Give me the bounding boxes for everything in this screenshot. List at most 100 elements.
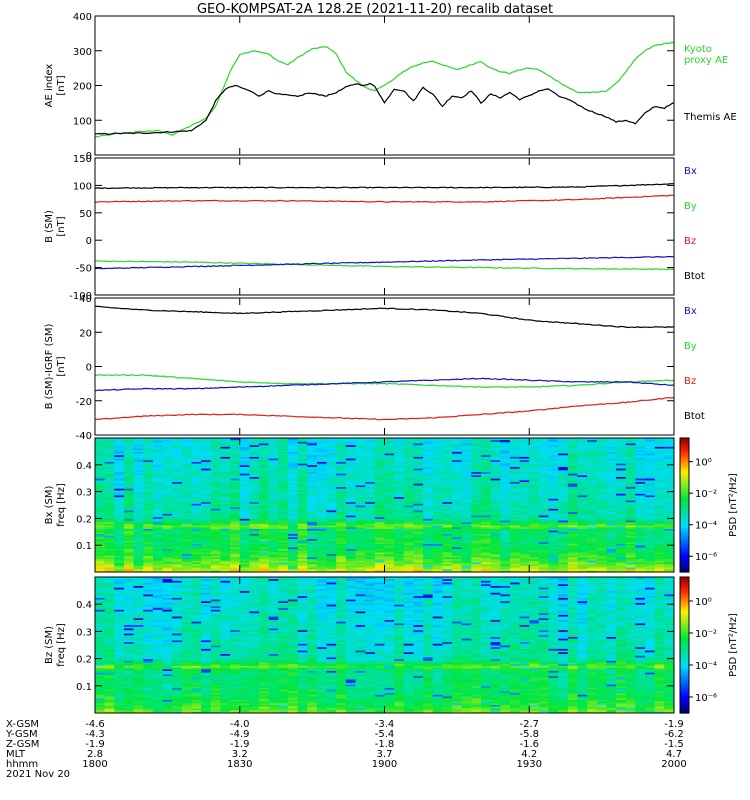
psd-cell <box>143 464 154 467</box>
psd-cell <box>104 444 115 447</box>
psd-cell <box>307 464 318 467</box>
psd-cell <box>152 479 164 483</box>
psd-cell <box>374 483 385 486</box>
psd-cell <box>316 489 328 493</box>
psd-cell <box>461 479 472 483</box>
psd-cell <box>384 535 395 538</box>
psd-cell <box>345 511 357 514</box>
psd-cell <box>394 566 405 570</box>
psd-cell <box>500 516 511 519</box>
psd-cell <box>297 468 308 471</box>
psd-cell <box>432 469 443 472</box>
psd-cell <box>355 546 366 550</box>
psd-cell <box>423 531 434 534</box>
psd-cell <box>123 456 135 459</box>
y-axis-label: B (SM)-IGRF (SM) <box>44 324 55 410</box>
psd-cell <box>201 494 212 498</box>
psd-cell <box>152 476 164 479</box>
psd-cell <box>201 526 212 529</box>
psd-cell <box>403 471 414 474</box>
psd-cell <box>230 508 241 511</box>
psd-cell <box>123 473 135 476</box>
psd-cell <box>316 523 328 526</box>
psd-cell <box>162 438 173 441</box>
psd-cell <box>384 453 395 456</box>
psd-cell <box>394 555 405 558</box>
psd-cell <box>220 488 231 491</box>
psd-cell <box>432 489 443 493</box>
psd-cell <box>297 516 308 519</box>
psd-cell <box>114 446 125 449</box>
psd-cell <box>152 540 164 543</box>
psd-cell <box>365 508 376 511</box>
psd-cell <box>432 501 443 504</box>
psd-cell <box>220 456 231 459</box>
psd-cell <box>172 481 183 484</box>
psd-cell <box>143 523 154 526</box>
psd-cell <box>316 491 328 494</box>
psd-cell <box>95 550 106 553</box>
psd-cell <box>423 496 434 499</box>
psd-cell <box>384 501 395 504</box>
psd-cell <box>152 553 164 556</box>
psd-cell <box>403 449 414 452</box>
psd-cell <box>490 566 501 570</box>
y-tick-label: -50 <box>76 264 92 275</box>
psd-cell <box>500 565 511 568</box>
psd-cell <box>297 438 308 441</box>
psd-cell <box>481 473 492 476</box>
psd-cell <box>259 563 270 566</box>
psd-cell <box>172 551 183 555</box>
psd-cell <box>365 535 376 538</box>
psd-cell <box>152 491 164 494</box>
psd-cell <box>471 533 482 536</box>
psd-cell <box>133 543 144 546</box>
psd-cell <box>172 471 183 474</box>
legend-proxy-ae: proxy AE <box>684 55 728 66</box>
psd-cell <box>413 461 424 464</box>
psd-cell <box>442 535 453 538</box>
psd-cell <box>355 479 366 483</box>
psd-cell <box>345 489 357 493</box>
psd-cell <box>104 530 115 533</box>
psd-cell <box>442 459 453 462</box>
psd-cell <box>181 556 192 560</box>
psd-cell <box>345 513 357 516</box>
psd-cell <box>268 453 279 456</box>
psd-cell <box>162 491 173 494</box>
psd-cell <box>152 560 164 563</box>
psd-cell <box>316 535 328 538</box>
psd-cell <box>481 494 492 498</box>
psd-cell <box>365 528 376 531</box>
psd-cell <box>288 483 299 486</box>
psd-cell <box>394 464 405 467</box>
psd-cell <box>481 483 492 486</box>
psd-cell <box>461 568 472 571</box>
psd-cell <box>307 449 318 452</box>
psd-cell <box>181 513 192 516</box>
psd-cell <box>384 536 395 539</box>
psd-cell <box>374 478 385 481</box>
psd-cell <box>220 464 231 467</box>
psd-cell <box>133 499 144 503</box>
psd-cell <box>461 496 472 499</box>
psd-cell <box>355 558 366 561</box>
psd-cell <box>336 473 347 476</box>
psd-cell <box>104 453 115 456</box>
psd-cell <box>210 499 221 503</box>
psd-cell <box>230 441 241 444</box>
psd-cell <box>201 516 212 519</box>
psd-cell <box>442 464 453 467</box>
psd-cell <box>114 508 125 511</box>
psd-cell <box>95 510 106 513</box>
psd-cell <box>123 489 135 493</box>
psd-cell <box>481 540 492 543</box>
psd-cell <box>133 551 144 555</box>
psd-cell <box>307 553 318 556</box>
psd-cell <box>278 508 289 511</box>
psd-cell <box>123 563 135 566</box>
psd-cell <box>181 543 192 546</box>
psd-cell <box>500 545 511 548</box>
psd-cell <box>220 444 231 447</box>
psd-cell <box>123 548 135 551</box>
